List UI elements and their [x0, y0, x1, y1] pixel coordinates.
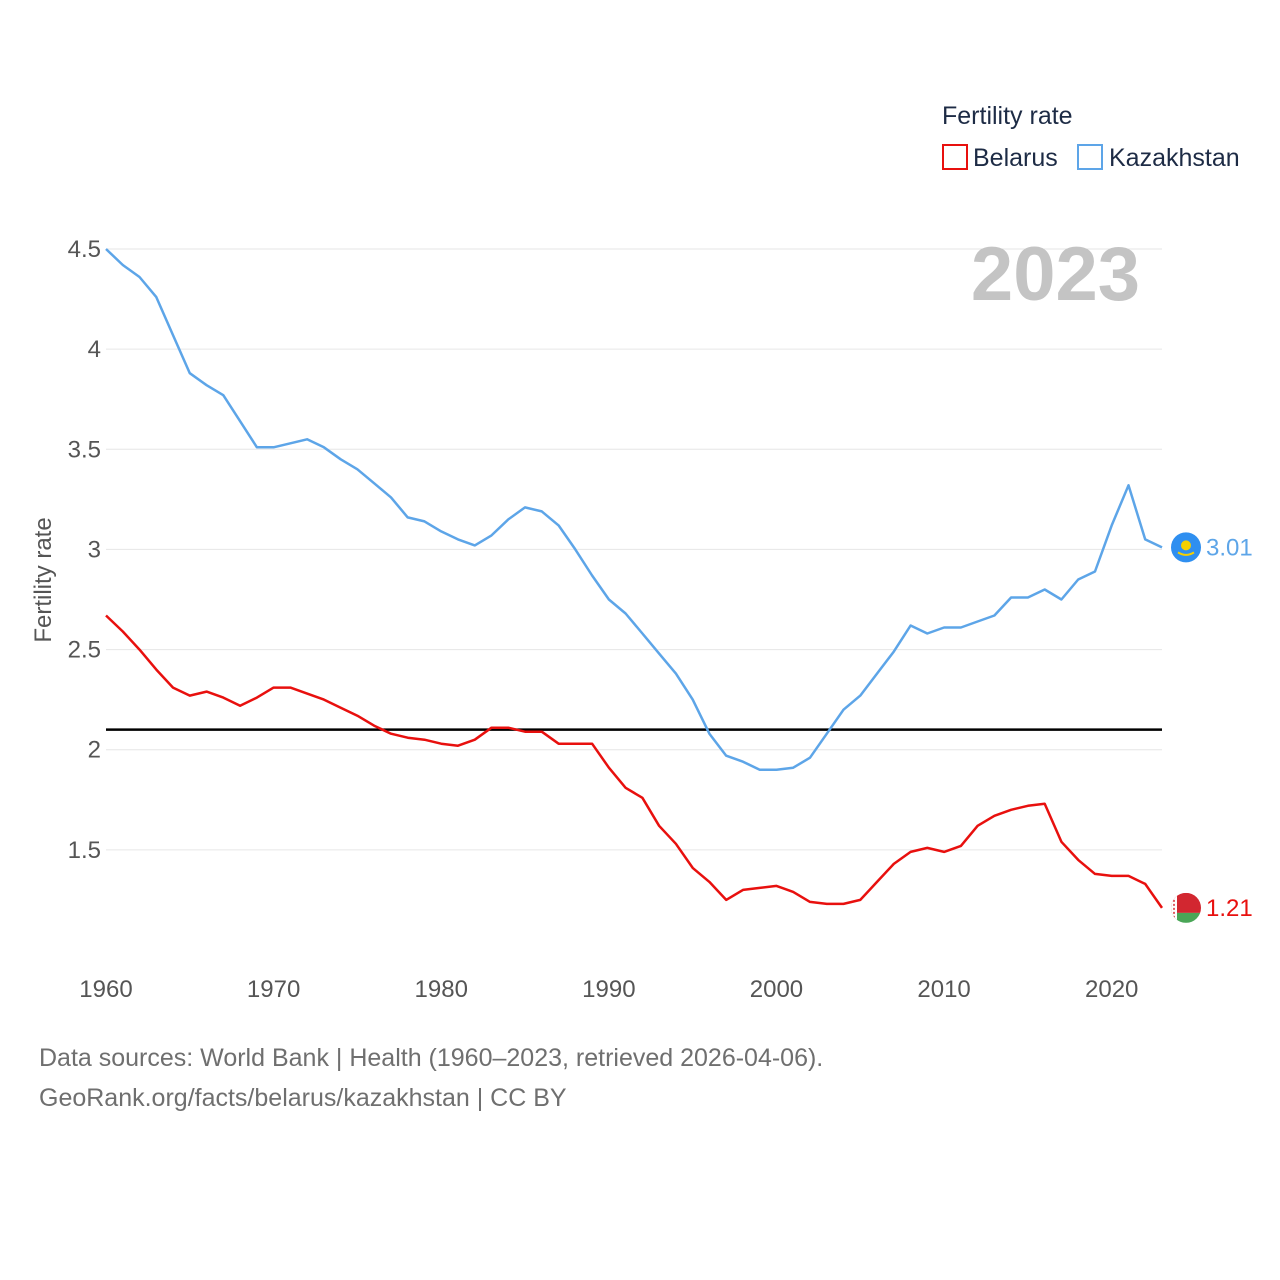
y-tick-label: 1.5: [68, 837, 101, 864]
belarus-flag-icon: [1171, 892, 1201, 923]
legend-label-kazakhstan: Kazakhstan: [1109, 144, 1240, 172]
x-tick-label: 1960: [79, 976, 132, 1003]
x-tick-label: 1970: [247, 976, 300, 1003]
y-axis-label: Fertility rate: [30, 517, 57, 642]
gridlines: [106, 248, 1162, 851]
x-tick-label: 2020: [1085, 976, 1138, 1003]
line-chart: Fertility rate Belarus Kazakhstan Fertil…: [30, 102, 1253, 1003]
end-value-belarus: 1.21: [1206, 895, 1253, 922]
year-watermark: 2023: [971, 232, 1140, 317]
y-tick-label: 3: [88, 536, 101, 563]
kazakhstan-flag-icon: [1171, 532, 1201, 563]
x-axis-ticks: 1960 1970 1980 1990 2000 2010 2020: [79, 976, 1138, 1003]
y-tick-label: 2.5: [68, 637, 101, 664]
y-tick-label: 3.5: [68, 436, 101, 463]
legend-swatch-belarus: [942, 144, 968, 170]
y-axis-ticks: 1.5 2 2.5 3 3.5 4 4.5: [68, 236, 101, 864]
footer-attribution: GeoRank.org/facts/belarus/kazakhstan | C…: [39, 1084, 567, 1112]
footer-sources: Data sources: World Bank | Health (1960–…: [39, 1044, 824, 1072]
legend-title: Fertility rate: [942, 102, 1073, 130]
legend: Fertility rate Belarus Kazakhstan: [942, 102, 1240, 172]
y-tick-label: 4: [88, 336, 101, 363]
series-line-kazakhstan: [105, 248, 1163, 771]
y-tick-label: 2: [88, 737, 101, 764]
x-tick-label: 2000: [750, 976, 803, 1003]
end-value-kazakhstan: 3.01: [1206, 534, 1253, 561]
x-tick-label: 2010: [917, 976, 970, 1003]
legend-swatch-kazakhstan: [1077, 144, 1103, 170]
series-line-belarus: [105, 614, 1164, 909]
x-tick-label: 1990: [582, 976, 635, 1003]
x-tick-label: 1980: [415, 976, 468, 1003]
legend-label-belarus: Belarus: [973, 144, 1058, 172]
y-tick-label: 4.5: [68, 236, 101, 263]
